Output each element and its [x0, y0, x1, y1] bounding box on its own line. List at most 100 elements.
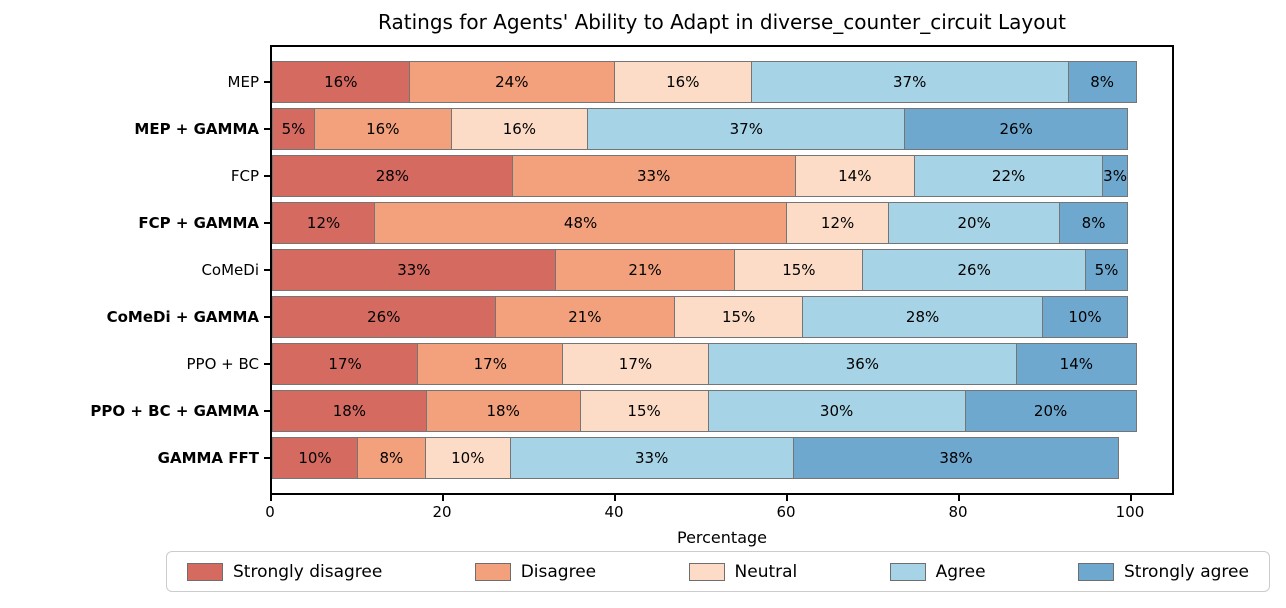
y-axis-label-text: MEP [227, 72, 259, 91]
bar-segment-value: 26% [999, 119, 1033, 138]
bar-segment-value: 33% [637, 166, 671, 185]
bar-row: 16% 24% 16% 37% 8% [272, 60, 1172, 103]
y-axis-label: PPO + BC + GAMMA [0, 390, 270, 432]
y-tick-mark [264, 127, 270, 130]
bar-segment: 15% [674, 296, 804, 339]
bar-segment: 24% [408, 60, 615, 103]
bar-segment-value: 33% [635, 449, 669, 468]
x-tick-label: 100 [1115, 503, 1145, 521]
legend-label: Disagree [520, 561, 597, 582]
y-axis-label: FCP [0, 155, 270, 197]
y-tick-mark [264, 80, 270, 83]
bar-segment-value: 17% [618, 355, 653, 374]
x-tick-mark [270, 495, 272, 501]
bar-segment-value: 16% [666, 72, 700, 91]
bar-row: 33% 21% 15% 26% 5% [272, 248, 1172, 291]
bar-segment-value: 20% [957, 213, 991, 232]
bar-segment: 16% [314, 107, 452, 150]
bar-segment: 17% [417, 343, 564, 386]
bar-segment-value: 8% [1081, 213, 1106, 232]
bar-segment-value: 5% [1094, 260, 1119, 279]
bar-segment: 28% [802, 296, 1043, 339]
y-axis-label-text: PPO + BC + GAMMA [90, 402, 259, 421]
bar-segment-value: 36% [845, 355, 880, 374]
bar-segment-value: 26% [957, 260, 991, 279]
bar-segment: 18% [425, 390, 581, 433]
bar-segment-value: 5% [281, 119, 306, 138]
x-tick-mark [786, 495, 788, 501]
bar-segment: 10% [272, 437, 358, 480]
bar-row: 12% 48% 12% 20% 8% [272, 201, 1172, 244]
legend-item: Strongly disagree [187, 562, 382, 582]
plot-area: 16% 24% 16% 37% 8% 5% 16% 16% 37% 26% 28% 33% 14% 22%… [270, 45, 1174, 495]
bar-segment: 16% [450, 107, 589, 150]
bar-segment: 12% [785, 201, 890, 244]
x-tick-label: 20 [432, 503, 452, 521]
legend-swatch [889, 562, 926, 581]
legend-swatch [474, 562, 511, 581]
bar-segment: 22% [913, 154, 1104, 197]
bar-segment-value: 21% [568, 308, 602, 327]
bar-segment: 5% [272, 107, 315, 150]
legend-item: Agree [889, 562, 986, 582]
bar-row: 28% 33% 14% 22% 3% [272, 154, 1172, 197]
bar-segment-value: 26% [367, 308, 401, 327]
y-axis-label-text: GAMMA FFT [157, 449, 259, 468]
bar-segment-value: 17% [328, 355, 362, 374]
bar-segment-value: 8% [379, 449, 404, 468]
bar-segment-value: 10% [451, 449, 485, 468]
bar-segment: 14% [1016, 343, 1137, 386]
bar-segment-value: 22% [991, 166, 1026, 185]
y-tick-mark [264, 363, 270, 366]
bar-segment: 8% [357, 437, 426, 480]
y-axis-label-text: FCP [230, 166, 259, 185]
bar-row: 26% 21% 15% 28% 10% [272, 296, 1172, 339]
bar-segment: 8% [1059, 201, 1128, 244]
bar-segment-value: 15% [627, 402, 661, 421]
legend-label: Strongly agree [1123, 561, 1249, 582]
y-tick-mark [264, 316, 270, 319]
bar-segment-value: 10% [1068, 308, 1102, 327]
y-tick-mark [264, 268, 270, 271]
x-tick-mark [442, 495, 444, 501]
bar-segment: 26% [904, 107, 1128, 150]
bar-segment-value: 17% [473, 355, 507, 374]
bar-segment: 30% [707, 390, 966, 433]
x-tick-mark [614, 495, 616, 501]
bar-segment-value: 14% [838, 166, 872, 185]
bar-segment-value: 21% [628, 260, 662, 279]
bar-segment-value: 12% [820, 213, 855, 232]
bar-segment: 20% [964, 390, 1137, 433]
bar-row: 17% 17% 17% 36% 14% [272, 343, 1172, 386]
bar-segment-value: 3% [1103, 166, 1127, 185]
bar-segment-value: 18% [332, 402, 367, 421]
bar-segment-value: 14% [1059, 355, 1094, 374]
y-axis-label-text: FCP + GAMMA [138, 213, 259, 232]
y-axis-label-text: PPO + BC [186, 355, 259, 374]
bar-segment: 37% [587, 107, 906, 150]
y-axis-label: MEP [0, 61, 270, 103]
legend: Strongly disagree Disagree Neutral Agree Str… [166, 551, 1270, 592]
bar-segment: 33% [509, 437, 794, 480]
bar-segment: 3% [1102, 154, 1128, 197]
bar-segment: 33% [511, 154, 796, 197]
x-axis-ticks: 0 20 40 60 80 100 [265, 495, 1174, 535]
legend-label: Strongly disagree [233, 561, 383, 582]
bar-segment: 33% [272, 248, 556, 291]
legend-item: Disagree [474, 561, 597, 582]
bar-segment: 15% [579, 390, 709, 433]
legend-item: Strongly agree [1077, 561, 1249, 582]
x-tick-label: 80 [948, 503, 968, 521]
x-tick-label: 40 [604, 503, 624, 521]
bar-segment-value: 18% [486, 402, 520, 421]
bar-segment: 12% [272, 201, 376, 244]
y-axis-label-text: CoMeDi + GAMMA [106, 308, 259, 327]
bar-segment: 17% [272, 343, 419, 386]
bar-segment-value: 38% [939, 449, 973, 468]
y-tick-mark [264, 174, 270, 177]
x-tick-label: 60 [776, 503, 796, 521]
y-axis-label: CoMeDi + GAMMA [0, 296, 270, 338]
bar-segment: 10% [1041, 296, 1128, 339]
bar-segment-value: 8% [1090, 72, 1115, 91]
